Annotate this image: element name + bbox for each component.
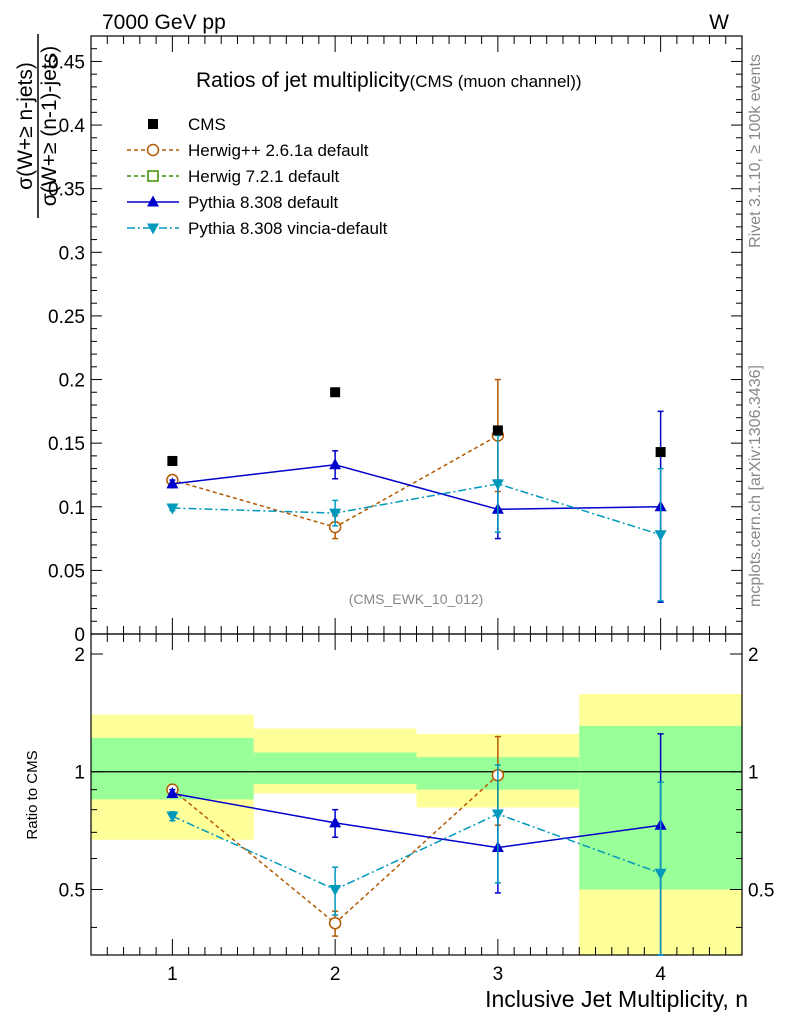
- chart-title: Ratios of jet multiplicity(CMS (muon cha…: [196, 69, 582, 92]
- cms-data-point: [655, 447, 666, 458]
- legend-marker-pythia-8-308-vincia-default: [147, 223, 159, 235]
- chart-subtitle: (CMS (muon channel)): [410, 72, 582, 91]
- header-left: 7000 GeV pp: [102, 11, 226, 34]
- cms-data-point: [330, 387, 341, 398]
- x-tick-label: 4: [655, 964, 666, 985]
- y-tick-label: 0.35: [48, 180, 85, 201]
- analysis-watermark: (CMS_EWK_10_012): [349, 591, 484, 607]
- legend-label-pythia-8-308-vincia-default: Pythia 8.308 vincia-default: [188, 219, 388, 238]
- y-tick-label: 0.45: [48, 52, 85, 73]
- rivet-label: Rivet 3.1.10, ≥ 100k events: [747, 54, 764, 248]
- ratio-point-pythia-8-308-vincia-default: [654, 868, 667, 880]
- main-point-pythia-8-308-vincia-default: [329, 508, 342, 520]
- y-axis-label: σ(W+≥ n-jets) σ(W+≥ (n-1)-jets): [14, 34, 61, 218]
- legend-marker-herwig-7-2-1-default: [147, 170, 159, 182]
- y-axis-label-denominator: σ(W+≥ (n-1)-jets): [38, 46, 61, 206]
- main-line-pythia-8-308-vincia-default: [172, 483, 661, 536]
- cms-data-point: [167, 455, 178, 466]
- x-tick-label: 2: [330, 964, 341, 985]
- legend-label-cms: CMS: [188, 115, 226, 134]
- main-point-pythia-8-308-vincia-default: [491, 479, 504, 491]
- ratio-point-pythia-8-308-default: [329, 816, 342, 828]
- x-tick-label: 3: [493, 964, 504, 985]
- ratio-point-pythia-8-308-vincia-default: [491, 809, 504, 821]
- main-point-pythia-8-308-vincia-default: [166, 503, 179, 515]
- legend-label-pythia-8-308-default: Pythia 8.308 default: [188, 193, 339, 212]
- legend-label-herwig-7-2-1-default: Herwig 7.2.1 default: [188, 167, 339, 186]
- ratio-y-tick-label-right: 0.5: [748, 880, 774, 901]
- band-inner-2: [253, 752, 417, 785]
- y-axis-label-numerator: σ(W+≥ n-jets): [14, 62, 37, 190]
- ratio-point-herwig-2-6-1a-default: [328, 916, 342, 930]
- y-tick-label: 0.1: [59, 498, 85, 519]
- ratio-point-pythia-8-308-default: [166, 786, 179, 798]
- header-right: W: [709, 11, 729, 34]
- legend-marker-herwig-2-6-1a-default: [146, 143, 160, 157]
- legend-marker-pythia-8-308-default: [147, 195, 159, 207]
- y-tick-label: 0.3: [59, 243, 85, 264]
- main-point-pythia-8-308-default: [166, 477, 179, 489]
- main-point-pythia-8-308-default: [329, 458, 342, 470]
- x-axis-label: Inclusive Jet Multiplicity, n: [485, 986, 748, 1012]
- legend-label-herwig-2-6-1a-default: Herwig++ 2.6.1a default: [188, 141, 369, 160]
- main-point-pythia-8-308-vincia-default: [654, 530, 667, 542]
- cms-data-point: [492, 425, 503, 436]
- ratio-y-tick-label: 0.5: [59, 880, 85, 901]
- y-tick-label: 0.2: [59, 371, 85, 392]
- ratio-y-tick-label-right: 1: [748, 763, 759, 784]
- ratio-y-tick-label: 2: [74, 645, 85, 666]
- y-tick-label: 0: [74, 625, 85, 646]
- ratio-line-pythia-8-308-vincia-default: [172, 813, 661, 891]
- x-tick-label: 1: [167, 964, 178, 985]
- ratio-axis-label: Ratio to CMS: [24, 750, 41, 839]
- ratio-y-tick-label-right: 2: [748, 645, 759, 666]
- chart-title-main: Ratios of jet multiplicity: [196, 69, 410, 92]
- main-line-pythia-8-308-default: [172, 464, 661, 511]
- ratio-point-pythia-8-308-vincia-default: [166, 811, 179, 823]
- y-tick-label: 0.4: [59, 116, 86, 137]
- mcplots-label: mcplots.cern.ch [arXiv:1306.3436]: [747, 365, 764, 607]
- y-tick-label: 0.15: [48, 434, 85, 455]
- y-tick-label: 0.05: [48, 561, 85, 582]
- ratio-line-pythia-8-308-default: [172, 792, 661, 849]
- legend-marker-cms: [148, 119, 158, 129]
- ratio-y-tick-label: 1: [74, 763, 85, 784]
- y-tick-label: 0.25: [48, 307, 85, 328]
- ratio-point-pythia-8-308-vincia-default: [329, 884, 342, 896]
